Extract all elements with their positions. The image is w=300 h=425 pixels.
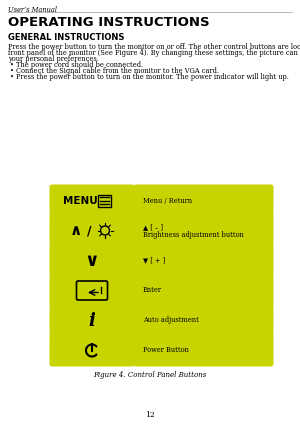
FancyBboxPatch shape xyxy=(134,334,274,366)
Text: • Press the power button to turn on the monitor. The power indicator will light : • Press the power button to turn on the … xyxy=(10,73,289,81)
Text: • Connect the Signal cable from the monitor to the VGA card.: • Connect the Signal cable from the moni… xyxy=(10,67,219,75)
FancyBboxPatch shape xyxy=(50,184,134,216)
Text: i: i xyxy=(88,312,95,329)
Text: Enter: Enter xyxy=(143,286,162,295)
Text: ∨: ∨ xyxy=(85,252,99,269)
Text: /: / xyxy=(87,224,91,237)
FancyBboxPatch shape xyxy=(134,304,274,337)
Text: Power Button: Power Button xyxy=(143,346,189,354)
Text: your personal preferences.: your personal preferences. xyxy=(8,54,99,62)
FancyBboxPatch shape xyxy=(134,244,274,277)
Text: • The power cord should be connected.: • The power cord should be connected. xyxy=(10,61,143,69)
Text: Press the power button to turn the monitor on or off. The other control buttons : Press the power button to turn the monit… xyxy=(8,43,300,51)
FancyBboxPatch shape xyxy=(50,334,134,366)
FancyBboxPatch shape xyxy=(134,215,274,246)
Text: front panel of the monitor (See Figure 4). By changing these settings, the pictu: front panel of the monitor (See Figure 4… xyxy=(8,49,300,57)
FancyBboxPatch shape xyxy=(134,275,274,306)
Text: ▲ [ – ]: ▲ [ – ] xyxy=(143,224,163,232)
Text: 12: 12 xyxy=(145,411,155,419)
Text: Brightness adjustment button: Brightness adjustment button xyxy=(143,230,244,238)
Text: OPERATING INSTRUCTIONS: OPERATING INSTRUCTIONS xyxy=(8,16,210,29)
FancyBboxPatch shape xyxy=(50,244,134,277)
Text: Auto adjustment: Auto adjustment xyxy=(143,317,199,325)
FancyBboxPatch shape xyxy=(50,215,134,246)
Text: MENU: MENU xyxy=(63,196,98,206)
Bar xyxy=(98,195,110,207)
FancyBboxPatch shape xyxy=(50,275,134,306)
FancyBboxPatch shape xyxy=(50,304,134,337)
Text: User’s Manual: User’s Manual xyxy=(8,6,57,14)
Text: Menu / Return: Menu / Return xyxy=(143,196,192,204)
FancyBboxPatch shape xyxy=(134,184,274,216)
Text: ∧: ∧ xyxy=(70,223,82,238)
Text: ▼ [ + ]: ▼ [ + ] xyxy=(143,257,165,264)
Text: GENERAL INSTRUCTIONS: GENERAL INSTRUCTIONS xyxy=(8,33,124,42)
Text: Figure 4. Control Panel Buttons: Figure 4. Control Panel Buttons xyxy=(93,371,207,379)
